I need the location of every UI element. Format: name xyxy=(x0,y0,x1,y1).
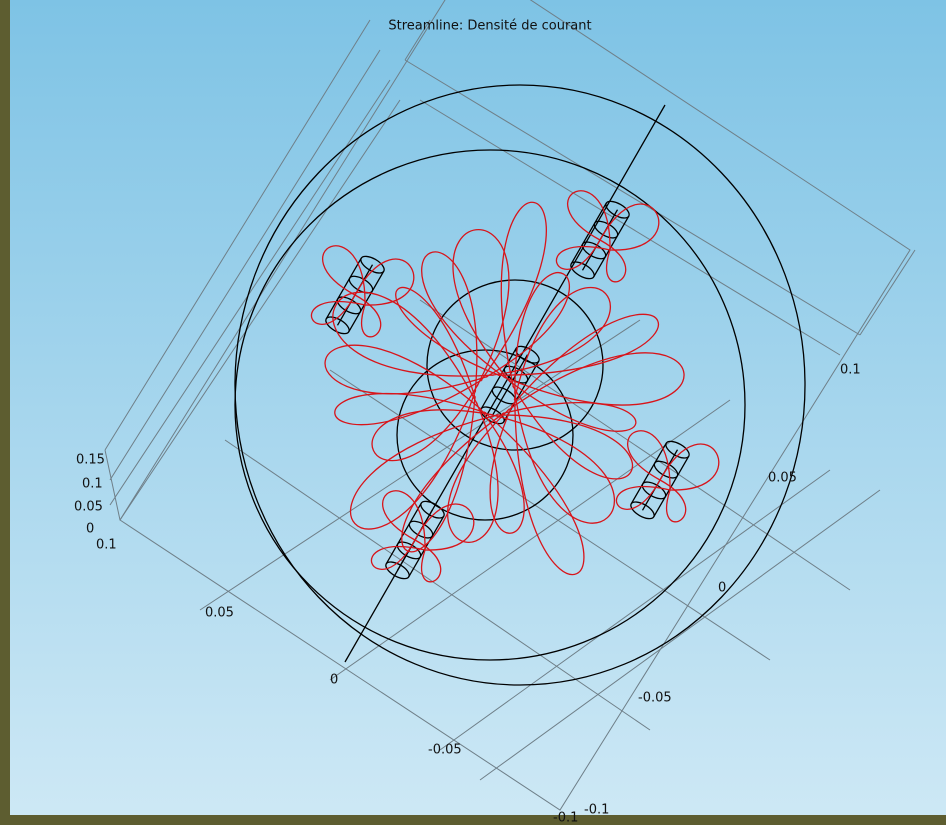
streamlines xyxy=(310,190,720,583)
streamline xyxy=(483,397,585,576)
streamline xyxy=(485,272,571,394)
axis-grid xyxy=(104,0,916,811)
streamline xyxy=(421,251,507,393)
streamline xyxy=(496,385,633,480)
streamline xyxy=(659,479,687,523)
streamline xyxy=(350,389,499,530)
streamline xyxy=(322,245,366,306)
streamline xyxy=(324,344,488,410)
streamline xyxy=(489,391,616,524)
streamline xyxy=(395,287,501,399)
streamline xyxy=(627,430,671,491)
streamline xyxy=(503,352,685,412)
streamline xyxy=(354,258,415,306)
y-tick-label: 0.1 xyxy=(840,363,861,378)
streamline xyxy=(599,239,627,283)
streamline xyxy=(480,201,547,388)
x-tick-label: 0 xyxy=(330,673,338,688)
z-tick-label: 0.15 xyxy=(76,453,105,468)
x-tick-label: 0.1 xyxy=(96,538,117,553)
streamline xyxy=(659,443,720,491)
streamline xyxy=(414,539,442,583)
z-tick-label: 0 xyxy=(86,522,94,537)
y-tick-label: 0 xyxy=(718,581,726,596)
streamline xyxy=(414,503,475,551)
x-tick-label: 0.05 xyxy=(205,606,234,621)
streamline xyxy=(382,490,426,551)
streamline xyxy=(567,190,611,251)
streamline xyxy=(599,203,660,251)
streamline xyxy=(491,286,611,401)
y-tick-label: 0.05 xyxy=(768,471,797,486)
streamline xyxy=(615,479,671,510)
y-tick-label: -0.1 xyxy=(584,803,609,818)
streamline xyxy=(334,378,487,426)
y-tick-label: -0.05 xyxy=(638,691,672,706)
streamline xyxy=(478,403,525,534)
x-tick-label: -0.1 xyxy=(553,811,578,825)
streamline xyxy=(452,229,511,387)
streamline xyxy=(332,291,494,405)
geometry xyxy=(234,84,806,686)
streamline xyxy=(555,239,611,270)
streamline xyxy=(447,401,510,543)
streamline xyxy=(354,294,382,338)
z-tick-label: 0.05 xyxy=(74,500,103,515)
streamline xyxy=(370,539,426,570)
streamline xyxy=(310,294,366,325)
x-tick-label: -0.05 xyxy=(428,743,462,758)
streamline xyxy=(371,383,493,462)
streamline xyxy=(502,380,637,432)
plot-title: Streamline: Densité de courant xyxy=(388,19,591,34)
z-tick-label: 0.1 xyxy=(82,477,103,492)
